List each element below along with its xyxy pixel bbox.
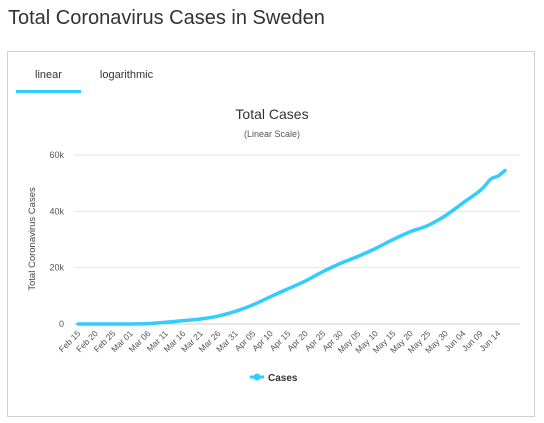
page-title: Total Coronavirus Cases in Sweden [8,7,325,29]
scale-tabs: linear logarithmic [16,62,172,93]
y-tick-label: 0 [59,319,64,329]
legend-swatch-marker [253,373,261,381]
gridlines [74,154,520,325]
chart-title: Total Cases [235,106,308,122]
chart-subtitle: (Linear Scale) [244,129,300,139]
tab-logarithmic[interactable]: logarithmic [99,69,154,81]
y-tick-label: 40k [49,206,64,216]
tab-linear[interactable]: linear [16,62,81,93]
legend[interactable]: Cases [250,373,298,384]
chart-panel: linear logarithmic Total Cases (Linear S… [7,51,535,417]
y-tick-label: 20k [49,263,64,273]
series-line-cases [76,168,507,326]
y-axis-label: Total Coronavirus Cases [27,187,38,291]
cases-chart: Total Cases (Linear Scale) Total Coronav… [27,106,520,384]
y-axis-ticks: 0 20k 40k 60k [49,150,64,329]
legend-label-cases[interactable]: Cases [268,373,298,384]
y-tick-label: 60k [49,150,64,160]
